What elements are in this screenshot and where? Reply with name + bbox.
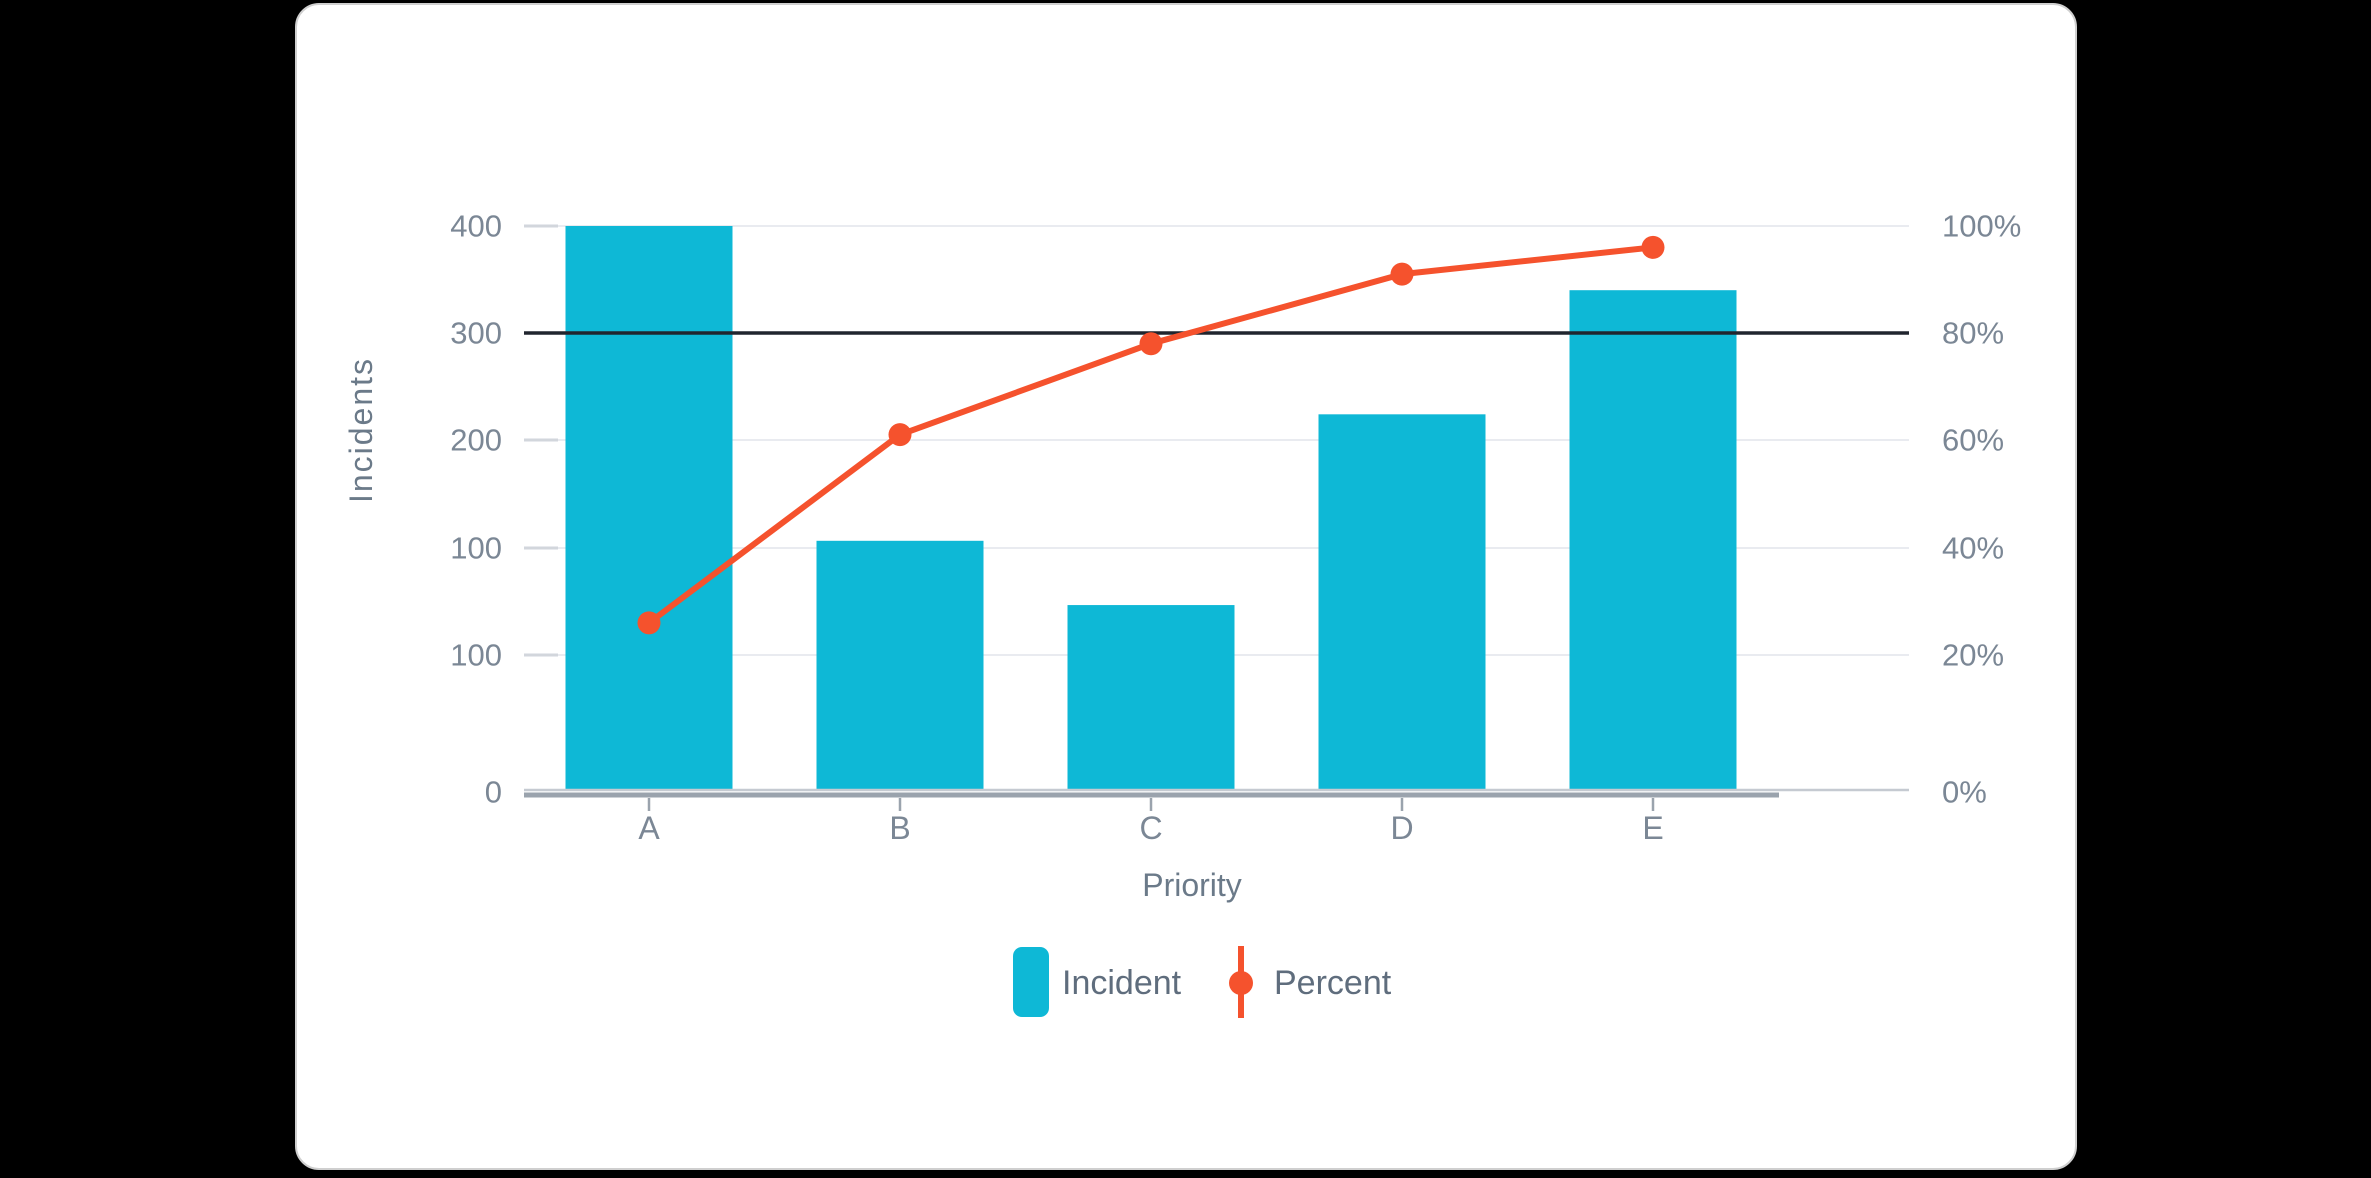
right-axis-label: 40% <box>1942 531 2004 566</box>
x-axis-category-label: B <box>889 810 910 846</box>
percent-point-e[interactable] <box>1641 235 1665 259</box>
bar-e[interactable] <box>1569 290 1737 791</box>
bar-c[interactable] <box>1067 605 1235 791</box>
percent-line <box>646 244 1656 626</box>
right-axis-label: 100% <box>1942 209 2021 244</box>
bar-a[interactable] <box>565 226 733 791</box>
legend-label-percent: Percent <box>1274 964 1392 1002</box>
x-axis-category-label: E <box>1642 810 1663 846</box>
left-axis-label: 200 <box>450 423 502 458</box>
percent-point-a[interactable] <box>637 611 661 635</box>
x-axis-category-label: C <box>1139 810 1162 846</box>
bar-d[interactable] <box>1318 414 1486 791</box>
x-axis-category-label: D <box>1390 810 1413 846</box>
right-axis-label: 0% <box>1942 775 1987 810</box>
left-axis-label: 400 <box>450 209 502 244</box>
legend-item-incident[interactable]: Incident <box>1013 947 1182 1017</box>
y-axis-title: Incidents <box>343 357 379 503</box>
legend-label-incident: Incident <box>1062 964 1182 1002</box>
bar-b[interactable] <box>816 540 984 791</box>
x-axis-title: Priority <box>1142 867 1242 903</box>
left-axis-label: 100 <box>450 531 502 566</box>
incident-legend-marker <box>1013 947 1049 1017</box>
left-axis-label: 100 <box>450 638 502 673</box>
x-axis-category-label: A <box>638 810 660 846</box>
percent-point-c[interactable] <box>1139 332 1163 356</box>
percent-point-d[interactable] <box>1390 262 1414 286</box>
right-axis-label: 20% <box>1942 638 2004 673</box>
left-axis-label: 0 <box>485 775 502 810</box>
x-axis-line <box>524 792 1779 798</box>
legend-item-percent[interactable]: Percent <box>1229 946 1392 1018</box>
chart-card: 0 100 100 200 300 400 0% 20% 40% 60% 80% 100% A B C D E P… <box>295 3 2077 1170</box>
left-axis-label: 300 <box>450 316 502 351</box>
right-axis-label: 80% <box>1942 316 2004 351</box>
percent-legend-marker-dot <box>1229 971 1253 995</box>
right-axis-label: 60% <box>1942 423 2004 458</box>
percent-point-b[interactable] <box>888 423 912 447</box>
pareto-chart: 0 100 100 200 300 400 0% 20% 40% 60% 80% 100% A B C D E P… <box>343 209 2021 1018</box>
